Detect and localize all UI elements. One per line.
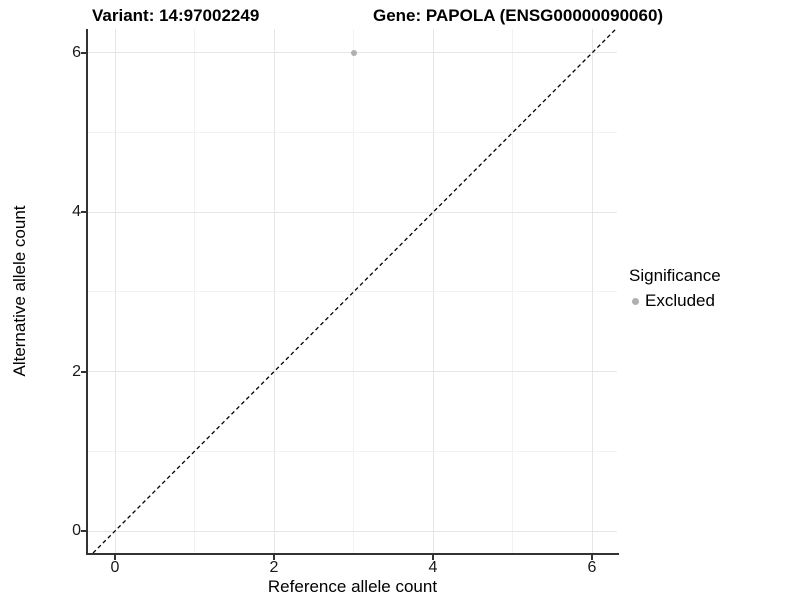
x-tick-mark [273,555,275,560]
plot-title-gene: Gene: PAPOLA (ENSG00000090060) [373,6,664,25]
legend: Significance Excluded [629,266,721,311]
x-tick-mark [591,555,593,560]
x-tick-label: 4 [428,559,438,576]
gridline-x-major [114,29,116,553]
gridline-x-minor [512,29,513,553]
y-tick-label: 6 [72,43,81,61]
y-tick-label: 2 [72,362,81,380]
gridline-y-major [88,371,617,373]
y-tick-mark [81,211,86,214]
x-axis-label: Reference allele count [267,577,438,596]
gridline-y-major [88,530,617,532]
gridline-y-minor [88,132,617,134]
gridline-x-major [432,29,434,553]
gridline-x-minor [353,29,354,553]
y-tick-mark [81,51,86,54]
x-axis-line [86,553,619,555]
y-tick-label: 4 [72,203,81,221]
y-tick-mark [81,530,86,532]
y-tick-mark [81,370,86,373]
y-tick-label: 0 [72,522,81,539]
y-axis-label: Alternative allele count [10,205,29,377]
plot-panel [88,29,617,553]
plot-title-variant: Variant: 14:97002249 [92,6,260,25]
x-tick-mark [114,555,116,560]
data-point-excluded [350,49,357,56]
gridline-y-minor [88,450,617,452]
legend-item-excluded: Excluded [629,291,721,311]
identity-reference-line [92,29,617,553]
x-tick-label: 0 [110,559,120,576]
circle-icon [632,297,639,305]
x-tick-label: 2 [269,559,279,576]
x-tick-label: 6 [587,559,597,576]
gridline-y-minor [88,291,617,293]
y-axis-line [86,29,88,555]
gridline-x-major [591,29,593,553]
gridline-y-major [88,211,617,213]
legend-item-label: Excluded [645,291,715,310]
legend-title: Significance [629,266,721,285]
x-tick-mark [432,555,434,560]
gridline-x-major [273,29,275,553]
gridline-x-minor [194,29,195,553]
